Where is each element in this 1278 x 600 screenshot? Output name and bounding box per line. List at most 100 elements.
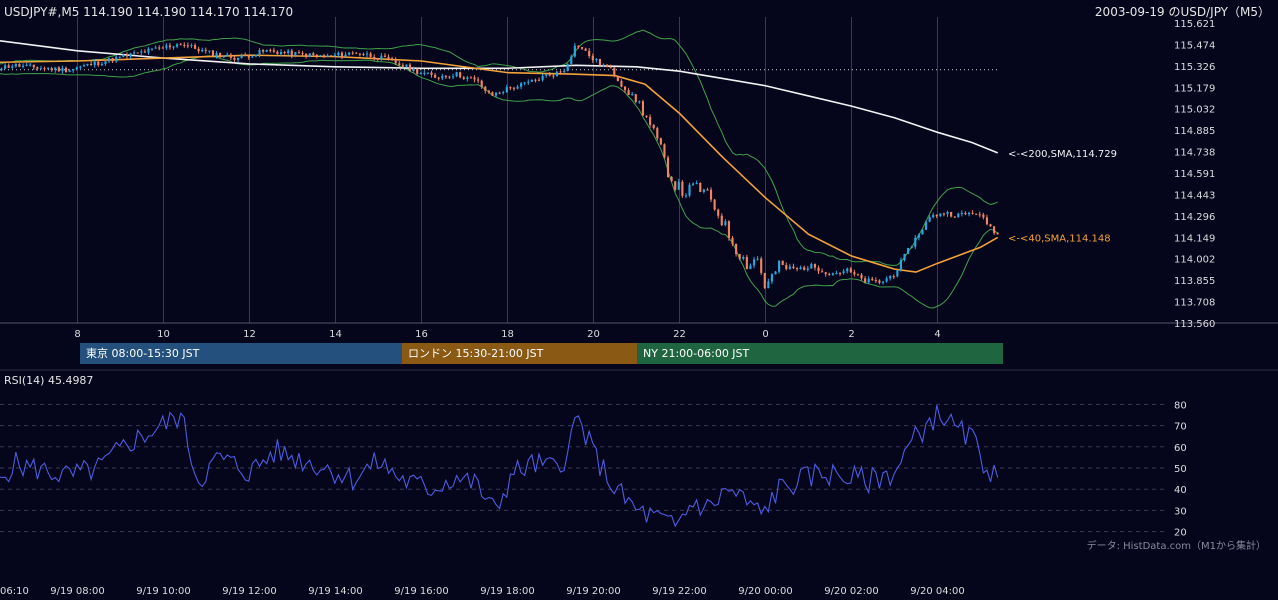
candle-body <box>724 221 727 226</box>
candle-body <box>996 233 999 235</box>
candle-body <box>125 54 129 57</box>
candle-body <box>186 45 189 47</box>
candle-body <box>100 64 103 66</box>
candle-body <box>251 56 254 58</box>
candle-body <box>79 66 82 68</box>
candle-body <box>297 52 301 54</box>
candle-body <box>598 58 602 66</box>
candle-body <box>494 92 498 96</box>
candle-body <box>226 54 229 57</box>
candle-body <box>709 189 713 200</box>
rsi-line <box>0 405 999 528</box>
candle-body <box>97 61 100 66</box>
candle-body <box>183 44 186 46</box>
candle-body <box>591 56 594 61</box>
candle-body <box>606 64 609 68</box>
session-london-label: ロンドン 15:30-21:00 JST <box>408 347 544 360</box>
candle-body <box>229 54 232 58</box>
hour-tick-label: 16 <box>415 329 428 340</box>
rsi-tick-label: 20 <box>1174 528 1187 539</box>
candle-body <box>405 64 408 67</box>
candle-body <box>165 45 168 48</box>
candle-body <box>828 274 831 276</box>
rsi-tick-label: 80 <box>1174 400 1187 411</box>
candle-body <box>631 94 634 96</box>
price-tick-label: 115.621 <box>1174 19 1215 30</box>
candle-body <box>25 64 28 66</box>
candle-body <box>68 70 71 72</box>
candle-body <box>82 65 86 67</box>
candle-body <box>423 72 426 74</box>
price-tick-label: 114.149 <box>1174 233 1215 244</box>
candle-body <box>749 265 752 270</box>
price-tick-label: 115.032 <box>1174 105 1215 116</box>
candle-body <box>928 217 931 222</box>
candle-body <box>874 280 877 282</box>
time-tick-label: 9/19 18:00 <box>480 586 534 597</box>
candle-body <box>559 71 562 73</box>
candle-body <box>459 72 462 78</box>
candle-body <box>717 209 720 216</box>
candle-body <box>975 213 978 215</box>
candle-body <box>774 271 777 275</box>
candle-body <box>383 55 387 57</box>
price-tick-label: 114.296 <box>1174 212 1215 223</box>
sma-labels: <-<200,SMA,114.729 <-<40,SMA,114.148 <box>1008 149 1117 245</box>
candle-body <box>942 213 946 215</box>
candle-body <box>835 272 838 274</box>
candle-body <box>466 77 469 80</box>
candle-body <box>781 260 784 266</box>
candle-body <box>853 272 856 275</box>
time-tick-label: 06:10 <box>0 586 29 597</box>
candle-body <box>355 52 358 54</box>
sma-label-0: <-<200,SMA,114.729 <box>1008 149 1117 160</box>
candle-body <box>545 74 548 76</box>
candle-body <box>115 56 118 62</box>
candle-body <box>247 55 250 58</box>
candle-body <box>326 55 329 57</box>
candle-body <box>541 75 544 80</box>
sma-line-0 <box>0 40 998 154</box>
candle-body <box>623 86 627 91</box>
candle-body <box>566 63 569 71</box>
candle-body <box>448 76 451 78</box>
candle-body <box>939 213 942 217</box>
candle-body <box>871 278 874 281</box>
candle-body <box>133 52 136 54</box>
candle-body <box>831 273 834 275</box>
price-tick-label: 115.474 <box>1174 40 1215 51</box>
candle-body <box>692 183 695 185</box>
candle-body <box>262 50 265 52</box>
candle-body <box>462 77 465 80</box>
candle-body <box>444 75 447 77</box>
rsi-tick-label: 50 <box>1174 464 1187 475</box>
candle-body <box>294 52 297 56</box>
candle-body <box>50 68 53 71</box>
candle-body <box>838 272 842 274</box>
time-tick-label: 9/19 12:00 <box>222 586 276 597</box>
candle-body <box>509 87 512 89</box>
candle-body <box>322 55 326 57</box>
candle-body <box>803 267 806 270</box>
candle-body <box>176 44 179 47</box>
candle-body <box>272 50 275 52</box>
candle-body <box>584 48 587 51</box>
candle-body <box>953 216 956 218</box>
session-newyork: NY 21:00-06:00 JST <box>637 343 1003 364</box>
candle-body <box>813 264 817 268</box>
candle-body <box>484 86 487 91</box>
time-tick-label: 9/19 16:00 <box>394 586 448 597</box>
candle-body <box>588 50 591 57</box>
candle-body <box>982 214 985 218</box>
candle-body <box>523 82 526 84</box>
candle-body <box>932 214 935 218</box>
candle-body <box>627 90 630 95</box>
candle-body <box>745 256 748 270</box>
candle-body <box>244 55 247 57</box>
candle-body <box>498 92 501 94</box>
symbol-info: USDJPY#,M5 114.190 114.190 114.170 114.1… <box>4 5 293 19</box>
time-tick-label: 9/20 04:00 <box>910 586 964 597</box>
candle-body <box>502 92 505 94</box>
candle-body <box>638 101 641 103</box>
candle-body <box>193 45 197 49</box>
